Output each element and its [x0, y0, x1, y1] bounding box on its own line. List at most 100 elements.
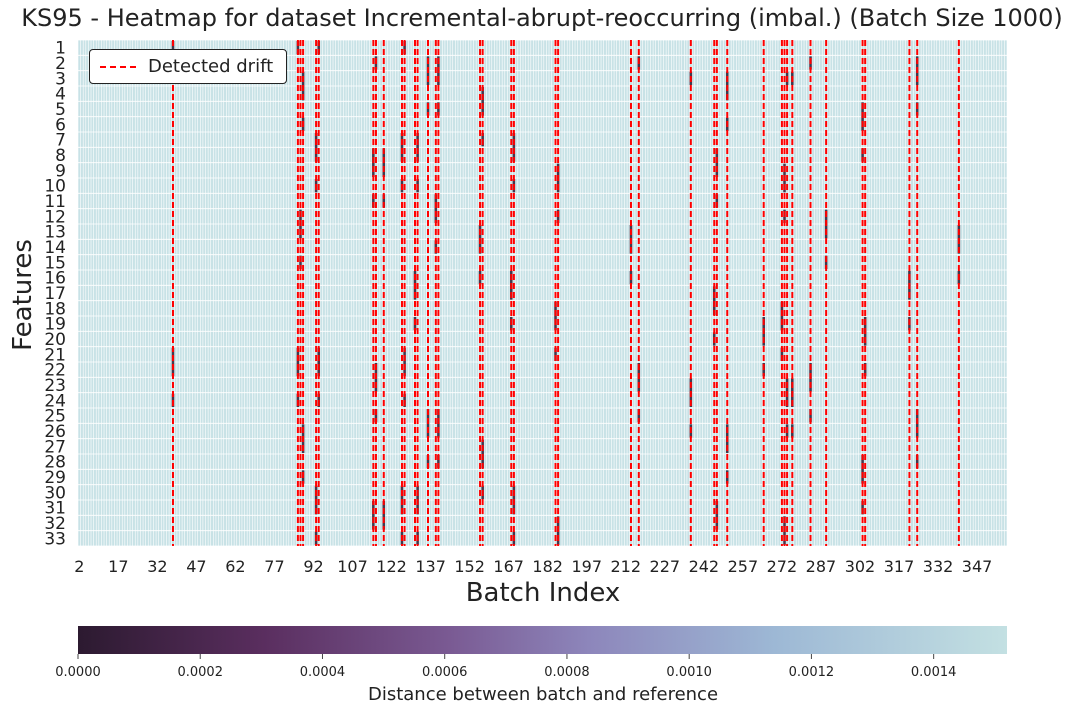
- y-tick-label: 24: [44, 391, 66, 411]
- colorbar: [78, 626, 1007, 654]
- y-tick-label: 16: [44, 269, 66, 289]
- colorbar-tick-label: 0.0006: [422, 665, 468, 680]
- legend: Detected drift: [89, 49, 287, 84]
- low-distance-cell: [382, 501, 386, 530]
- low-distance-cell: [382, 194, 386, 208]
- y-tick-label: 3: [55, 69, 66, 89]
- x-tick-label: 77: [264, 557, 284, 576]
- y-tick-label: 26: [44, 422, 66, 442]
- y-tick-label: 1: [55, 39, 66, 59]
- low-distance-cell: [861, 148, 864, 162]
- x-tick-label: 317: [884, 557, 915, 576]
- y-tick-label: 6: [55, 115, 66, 135]
- y-tick-labels: 1234567891011121314151617181920212223242…: [44, 39, 66, 550]
- y-tick-label: 20: [44, 330, 66, 350]
- colorbar-tick-labels: 0.0000 0.0002 0.0004 0.0006 0.0008 0.0010 0.00…: [55, 654, 956, 680]
- low-distance-cell: [512, 133, 516, 162]
- low-distance-cell: [317, 347, 321, 377]
- heatmap-background: [78, 40, 1007, 546]
- low-distance-cell: [171, 41, 175, 55]
- colorbar-tick-label: 0.0014: [911, 665, 957, 680]
- x-tick-label: 302: [845, 557, 876, 576]
- colorbar-tick-label: 0.0012: [789, 665, 835, 680]
- low-distance-cell: [372, 501, 375, 530]
- x-tick-label: 17: [108, 557, 128, 576]
- x-tick-label: 347: [962, 557, 993, 576]
- colorbar-tick-label: 0.0010: [666, 665, 712, 680]
- x-tick-label: 152: [454, 557, 485, 576]
- low-distance-cell: [299, 255, 302, 269]
- y-tick-label: 33: [44, 529, 66, 549]
- x-tick-label: 107: [337, 557, 368, 576]
- low-distance-cell: [780, 347, 784, 361]
- y-tick-label: 7: [55, 131, 66, 151]
- y-tick-label: 27: [44, 437, 66, 457]
- low-distance-cell: [915, 455, 919, 469]
- low-distance-cell: [403, 347, 406, 377]
- x-tick-label: 167: [493, 557, 524, 576]
- chart-title: KS95 - Heatmap for dataset Incremental-a…: [21, 4, 1063, 32]
- y-axis-label: Features: [8, 239, 38, 351]
- y-tick-label: 15: [44, 253, 66, 273]
- y-tick-label: 28: [44, 453, 66, 473]
- x-tick-label: 2: [74, 557, 84, 576]
- y-tick-label: 32: [44, 514, 66, 534]
- low-distance-cell: [372, 194, 375, 208]
- x-tick-label: 272: [767, 557, 798, 576]
- low-distance-cell: [824, 255, 828, 269]
- low-distance-cell: [437, 455, 440, 469]
- x-tick-label: 287: [806, 557, 837, 576]
- y-tick-label: 19: [44, 315, 66, 335]
- x-axis-label: Batch Index: [465, 578, 621, 608]
- y-tick-label: 21: [44, 345, 66, 365]
- colorbar-tick-label: 0.0002: [177, 665, 223, 680]
- y-tick-label: 23: [44, 376, 66, 396]
- low-distance-cell: [171, 347, 175, 377]
- low-distance-cell: [400, 133, 404, 162]
- low-distance-cell: [434, 194, 438, 223]
- x-tick-labels: 2 17 32 47 62 77 92 107 122 137 152 167 182 197 212 227…: [74, 557, 992, 576]
- y-tick-label: 17: [44, 284, 66, 304]
- x-tick-label: 227: [650, 557, 681, 576]
- colorbar-tick-label: 0.0000: [55, 665, 101, 680]
- low-distance-cell: [317, 41, 321, 55]
- y-tick-label: 30: [44, 483, 66, 503]
- y-tick-label: 10: [44, 177, 66, 197]
- low-distance-cell: [416, 133, 419, 162]
- low-distance-cell: [403, 41, 406, 55]
- low-distance-cell: [809, 409, 812, 423]
- low-distance-cell: [481, 87, 484, 116]
- y-tick-label: 11: [44, 192, 66, 212]
- y-tick-label: 25: [44, 407, 66, 427]
- low-distance-cell: [426, 455, 430, 469]
- x-tick-label: 137: [415, 557, 446, 576]
- y-tick-label: 22: [44, 361, 66, 381]
- y-tick-label: 8: [55, 146, 66, 166]
- x-tick-label: 47: [186, 557, 206, 576]
- low-distance-cell: [374, 409, 378, 423]
- colorbar-label: Distance between batch and reference: [367, 684, 719, 705]
- y-tick-label: 14: [44, 238, 66, 258]
- colorbar-tick-label: 0.0004: [300, 665, 346, 680]
- x-tick-label: 212: [610, 557, 641, 576]
- x-tick-label: 242: [689, 557, 720, 576]
- x-tick-label: 62: [225, 557, 245, 576]
- y-tick-label: 12: [44, 207, 66, 227]
- y-tick-label: 2: [55, 54, 66, 74]
- y-tick-label: 18: [44, 299, 66, 319]
- drift-lines: [171, 40, 960, 546]
- y-tick-label: 13: [44, 223, 66, 243]
- x-tick-label: 197: [571, 557, 602, 576]
- x-tick-label: 32: [147, 557, 167, 576]
- low-distance-cell: [554, 347, 557, 361]
- low-distance-cell: [715, 194, 719, 208]
- x-tick-label: 92: [303, 557, 323, 576]
- y-tick-label: 9: [55, 161, 66, 181]
- y-tick-label: 4: [55, 85, 66, 105]
- low-distance-cell: [861, 455, 864, 484]
- low-distance-cell: [861, 501, 864, 515]
- colorbar-tick-label: 0.0008: [544, 665, 590, 680]
- low-distance-cell: [296, 41, 300, 55]
- low-distance-cell: [296, 347, 300, 377]
